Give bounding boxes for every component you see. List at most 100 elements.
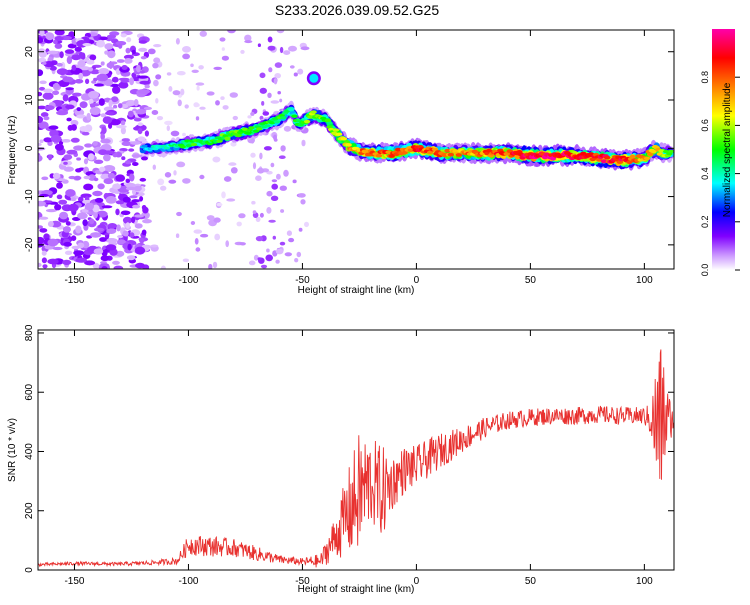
spectrogram-cell <box>89 103 100 107</box>
spectrogram-cell <box>123 54 134 60</box>
spectrogram-cell <box>279 241 286 246</box>
spectrogram-cell <box>63 241 72 247</box>
spectrogram-cell <box>157 178 165 186</box>
spectrogram-cell <box>326 125 333 129</box>
spectrogram-cell <box>122 196 131 203</box>
spectrogram-cell <box>47 258 59 265</box>
y-tick-label: 800 <box>24 324 35 341</box>
spectrogram-cell <box>273 120 281 124</box>
spectrogram-cell <box>297 123 304 127</box>
spectrogram-cell <box>176 161 186 168</box>
spectrogram-cell <box>310 110 317 114</box>
spectrogram-cell <box>245 131 252 135</box>
spectrogram-cell <box>153 57 161 64</box>
spectrogram-cell <box>139 238 145 244</box>
spectrogram-cell <box>447 152 454 157</box>
spectrogram-cell <box>115 174 126 182</box>
spectrogram-cell <box>48 154 53 161</box>
spectrogram-cell <box>83 175 91 180</box>
spectrogram-cell <box>279 46 284 54</box>
spectrogram-cell <box>137 128 143 135</box>
spectrogram-cell <box>160 265 166 269</box>
spectrogram-cell <box>244 34 252 42</box>
spectrogram-cell <box>105 244 117 251</box>
y-tick-label: -20 <box>24 237 35 252</box>
spectrogram-cell <box>52 90 60 96</box>
snr-x-axis-label: Height of straight line (km) <box>298 584 415 595</box>
spectrogram-cell <box>64 49 75 54</box>
spectrogram-cell <box>103 165 116 172</box>
spectrogram-cell <box>255 236 264 242</box>
spectrogram-cell <box>266 248 270 253</box>
spectrogram-cell <box>141 144 148 148</box>
spectrogram-cell <box>75 168 82 173</box>
y-tick-label: -10 <box>24 189 35 204</box>
spectrogram-cell <box>252 210 257 214</box>
spectrogram-cell <box>195 116 200 121</box>
spectrogram-cell <box>38 48 45 52</box>
spectrogram-frame <box>37 29 675 270</box>
spectrogram-cell <box>116 224 121 232</box>
spectrogram-cell <box>108 99 113 108</box>
spectrogram-cell <box>270 100 280 104</box>
spectrogram-cell <box>81 209 89 213</box>
spectrogram-cell <box>264 124 271 128</box>
spectrogram-cell <box>431 147 439 152</box>
spectrogram-cell <box>78 72 84 80</box>
spectrogram-cell <box>107 223 118 229</box>
spectrogram-cell <box>147 48 156 55</box>
spectrogram-cell <box>206 91 215 96</box>
spectrogram-cell <box>101 205 113 209</box>
spectrogram-cell <box>298 227 303 232</box>
spectrogram-cell <box>100 138 111 144</box>
spectrogram-cell <box>180 88 185 96</box>
spectrogram-cell <box>100 255 110 262</box>
spectrogram-cell <box>141 229 147 236</box>
spectrogram-cell <box>56 110 69 116</box>
spectrogram-cell <box>38 154 43 162</box>
spectrogram-cell <box>266 207 272 214</box>
spectrogram-cell <box>143 106 152 110</box>
spectrogram-cell <box>104 43 114 50</box>
spectrogram-cell <box>89 107 101 115</box>
spectrogram-cell <box>160 185 167 191</box>
snr-x-ticks: -150 -100 -50 0 50 100 <box>64 330 653 587</box>
spectrogram-cell <box>65 221 71 226</box>
spectrogram-cell <box>214 233 221 241</box>
spectrogram-cell <box>229 92 238 98</box>
spectrogram-cell <box>83 183 94 191</box>
spectrogram-cell <box>182 258 190 263</box>
colorbar-tick-label: 0.8 <box>700 71 710 84</box>
spectrogram-cell <box>198 65 204 70</box>
spectrogram-cell <box>255 216 261 222</box>
spectrogram-cell <box>89 54 97 61</box>
spectrogram-cell <box>131 216 136 224</box>
spectrogram-cell <box>600 159 608 164</box>
spectrogram-cell <box>73 145 84 151</box>
spectrogram-cell <box>139 80 151 85</box>
spectrogram-cell <box>132 204 141 209</box>
spectrogram-cell <box>222 134 229 138</box>
spectrogram-cell <box>170 130 180 137</box>
spectrogram-cell <box>118 81 129 89</box>
spectrogram-cell <box>426 150 434 155</box>
x-tick-label: 100 <box>636 275 653 286</box>
spectrogram-cell <box>83 158 89 165</box>
spectrogram-cell <box>300 199 306 205</box>
spectrogram-cell <box>230 141 237 147</box>
spectrogram-cell <box>248 126 255 130</box>
spectrogram-cell <box>56 182 63 189</box>
spectrogram-cell <box>263 146 272 151</box>
spectrogram-cell <box>301 139 306 147</box>
spectrogram-cell <box>77 212 88 220</box>
spectrogram-cell <box>153 79 159 87</box>
spectrogram-cell <box>190 221 196 225</box>
spectrogram-x-axis-label: Height of straight line (km) <box>298 285 415 296</box>
spectrogram-cell <box>172 90 181 96</box>
spectrogram-cell <box>65 104 75 110</box>
spectrogram-cell <box>61 139 71 143</box>
spectrogram-cell <box>59 51 64 59</box>
spectrogram-cell <box>190 63 194 68</box>
spectrogram-cell <box>133 185 142 192</box>
spectrogram-cell <box>56 68 68 75</box>
